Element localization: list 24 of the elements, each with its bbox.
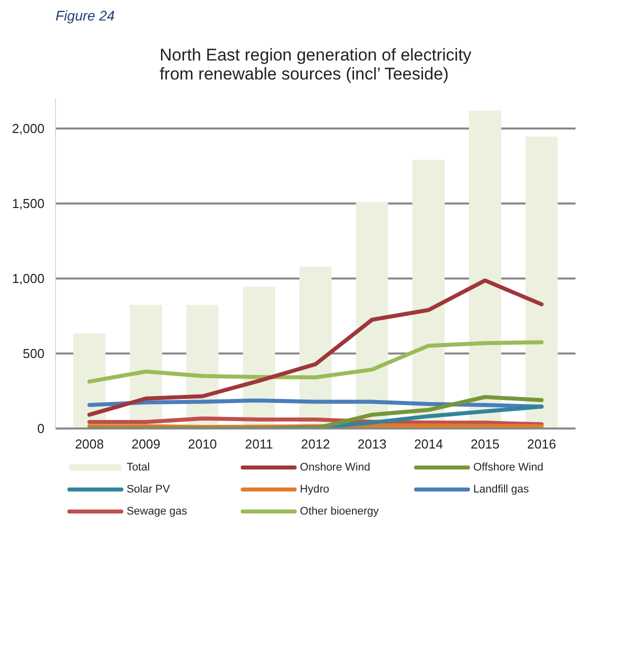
legend-label: Onshore Wind — [300, 462, 370, 474]
x-tick-label: 2009 — [131, 436, 160, 452]
x-tick-label: 2016 — [527, 436, 556, 452]
legend-label: Solar PV — [126, 484, 171, 496]
x-tick-label: 2014 — [414, 436, 444, 452]
caption: Figure 24 — [56, 8, 115, 24]
y-tick-label: 1,500 — [12, 196, 45, 211]
x-tick-label: 2013 — [358, 436, 386, 452]
legend-label: Hydro — [300, 484, 330, 496]
y-tick-label: 0 — [37, 421, 45, 436]
x-tick-label: 2012 — [301, 436, 330, 452]
x-tick-label: 2008 — [74, 436, 104, 452]
chart-title: North East region generation of electricity from renewable sources (incl’ Teeside) — [160, 46, 472, 84]
legend-label: Sewage gas — [126, 506, 188, 518]
y-tick-label: 500 — [22, 346, 45, 361]
x-tick-label: 2011 — [245, 436, 273, 452]
x-tick-label: 2010 — [188, 436, 217, 452]
y-tick-label: 1,000 — [12, 271, 45, 286]
legend-label: Landfill gas — [473, 484, 530, 496]
legend-label: Offshore Wind — [473, 462, 544, 474]
y-tick-label: 2,000 — [12, 121, 45, 136]
x-tick-label: 2015 — [470, 436, 500, 452]
legend-label: Other bioenergy — [300, 506, 380, 518]
legend-label: Total — [126, 462, 150, 474]
